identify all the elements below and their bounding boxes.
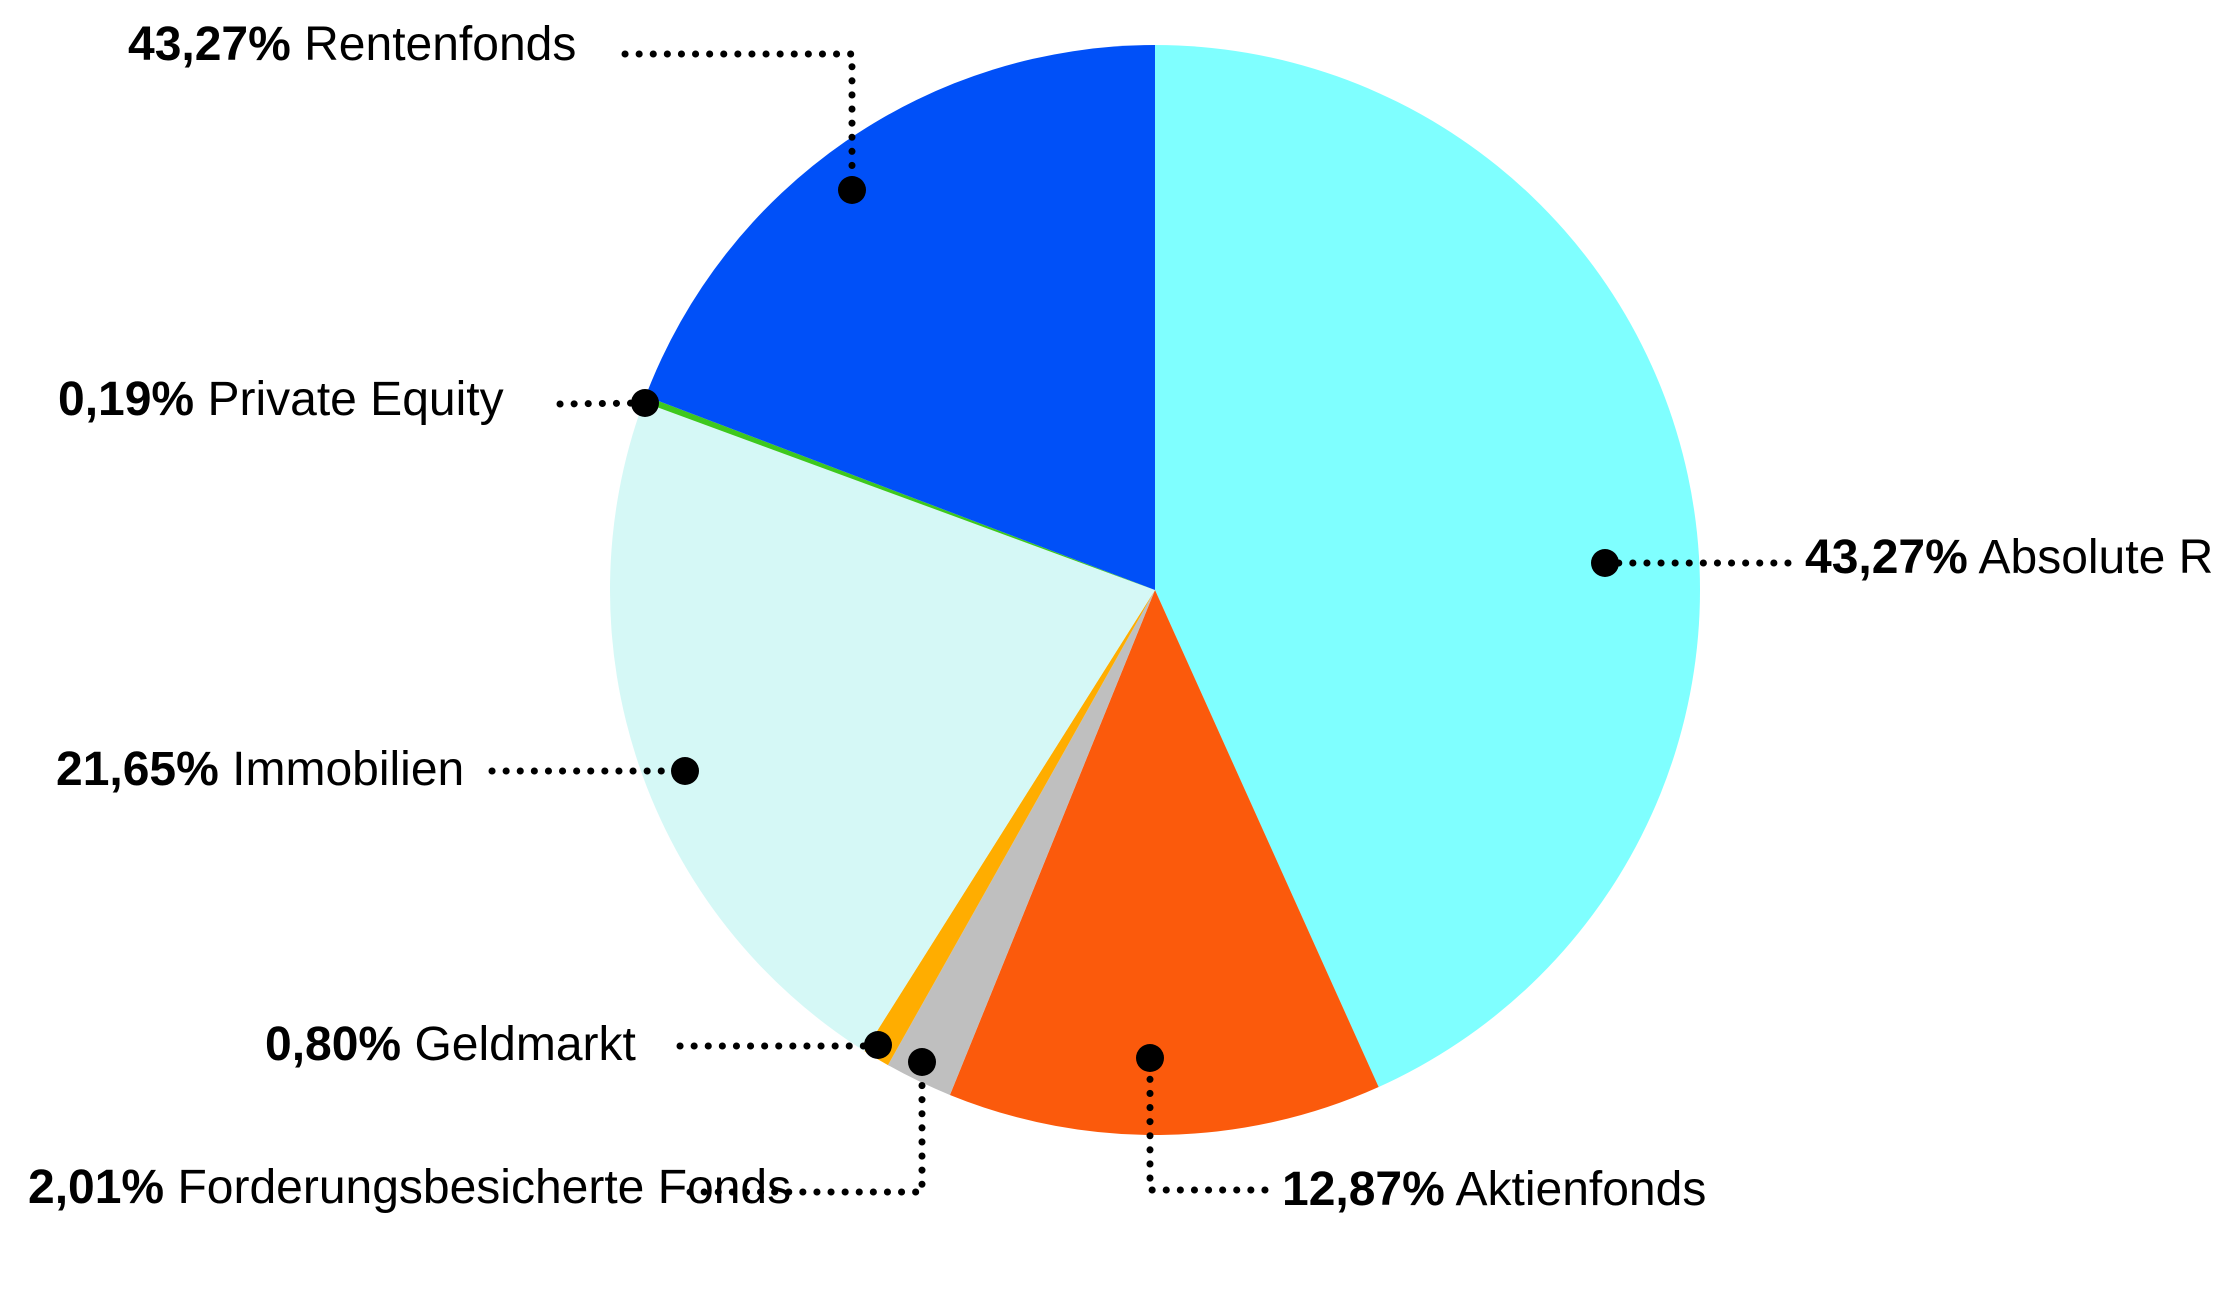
marker-dot-rentenfonds	[838, 176, 866, 204]
leader-line-aktienfonds	[1146, 1054, 1269, 1194]
slice-callout-immobilien: 21,65% Immobilien	[56, 740, 464, 800]
pie-slice-forderungsbesicherte-fonds	[887, 590, 1155, 1095]
pie-slice-rentenfonds	[645, 45, 1155, 590]
slice-name-label: Forderungsbesicherte Fonds	[177, 1161, 792, 1214]
marker-dot-aktienfonds	[1136, 1044, 1164, 1072]
slice-value-label: 0,19%	[58, 373, 195, 426]
slice-callout-rentenfonds: 43,27% Rentenfonds	[128, 15, 576, 75]
pie-slice-private-equity	[643, 396, 1155, 590]
slice-value-label: 21,65%	[56, 743, 219, 796]
slice-value-label: 43,27%	[128, 18, 291, 71]
marker-dot-absolute-return	[1591, 549, 1619, 577]
marker-dot-forderungsbesicherte-fonds	[908, 1048, 936, 1076]
slice-callout-geldmarkt: 0,80% Geldmarkt	[265, 1015, 636, 1075]
slice-callout-private-equity: 0,19% Private Equity	[58, 370, 504, 430]
slice-value-label: 0,80%	[265, 1018, 402, 1071]
slice-name-label: Private Equity	[207, 373, 504, 426]
pie-slice-aktienfonds	[949, 590, 1379, 1136]
slice-name-label: Immobilien	[232, 743, 465, 796]
pie-slice-immobilien	[610, 402, 1155, 1052]
slice-name-label: Aktienfonds	[1455, 1163, 1707, 1216]
slice-callout-forderungsbesicherte-fonds: 2,01% Forderungsbesicherte Fonds	[28, 1158, 828, 1218]
marker-dot-private-equity	[631, 389, 659, 417]
marker-dot-geldmarkt	[864, 1031, 892, 1059]
slice-callout-aktienfonds: 12,87% Aktienfonds	[1282, 1160, 1706, 1220]
slice-value-label: 43,27%	[1805, 531, 1968, 584]
slice-callout-absolute-return: 43,27% Absolute Return	[1805, 528, 2213, 588]
leader-line-rentenfonds	[621, 50, 856, 188]
slice-name-label: Geldmarkt	[414, 1018, 636, 1071]
slice-value-label: 2,01%	[28, 1161, 165, 1214]
slice-name-label: Rentenfonds	[304, 18, 577, 71]
pie-slice-absolute-return	[1155, 45, 1701, 1087]
slice-value-label: 12,87%	[1282, 1163, 1445, 1216]
leader-line-private-equity	[556, 399, 649, 408]
marker-dot-immobilien	[671, 757, 699, 785]
pie-slice-geldmarkt	[864, 590, 1155, 1066]
slice-name-label: Absolute Return	[1978, 531, 2213, 584]
